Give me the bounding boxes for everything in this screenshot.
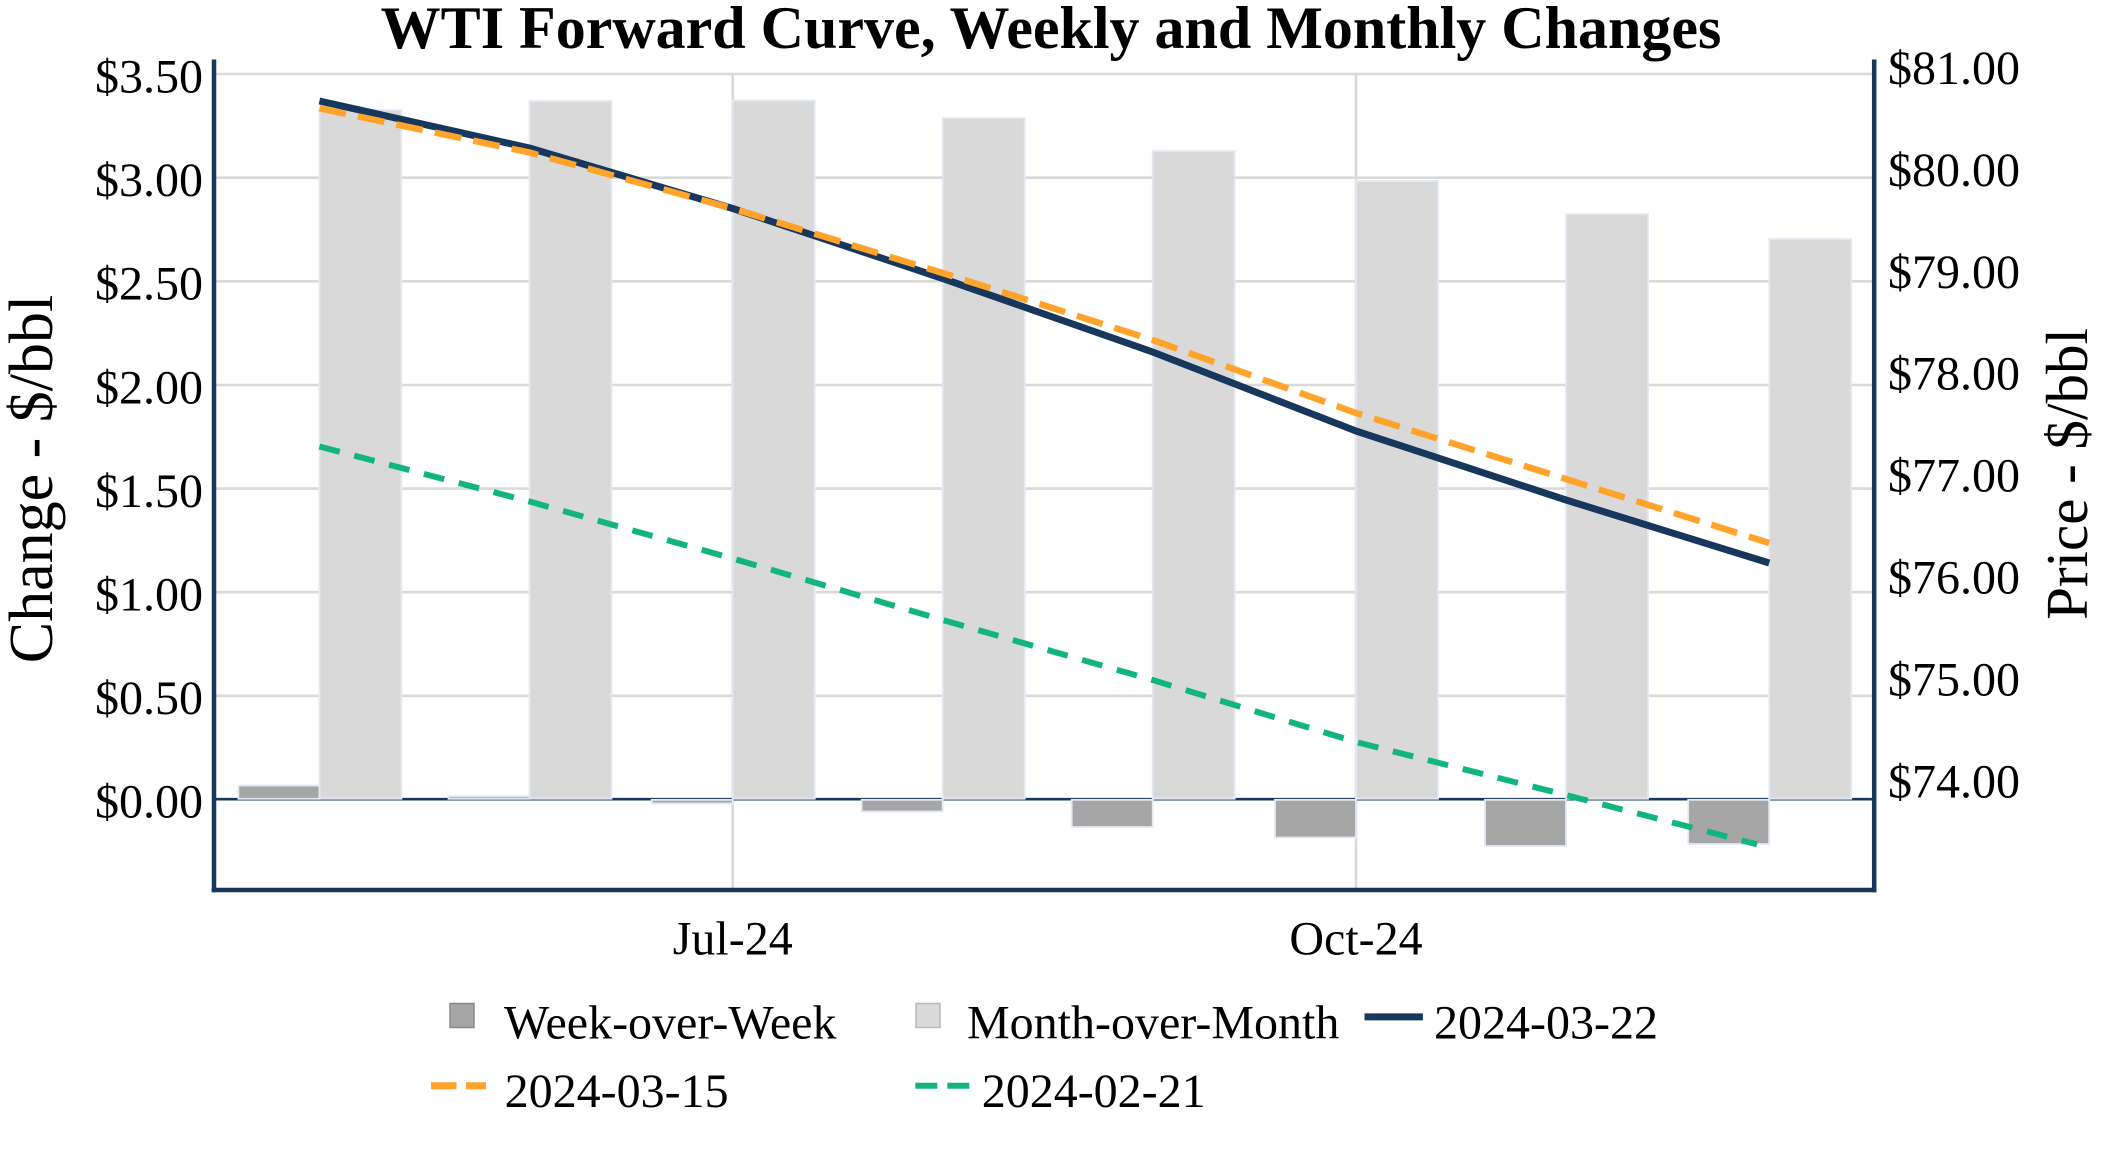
svg-text:Month-over-Month: Month-over-Month	[967, 996, 1339, 1049]
svg-text:Oct-24: Oct-24	[1289, 913, 1422, 966]
svg-text:$81.00: $81.00	[1888, 42, 2020, 95]
svg-text:$76.00: $76.00	[1888, 552, 2020, 605]
svg-text:2024-02-21: 2024-02-21	[982, 1065, 1206, 1118]
svg-text:$77.00: $77.00	[1888, 450, 2020, 503]
svg-text:$78.00: $78.00	[1888, 348, 2020, 401]
svg-text:$0.50: $0.50	[95, 672, 203, 725]
svg-text:$1.00: $1.00	[95, 569, 203, 622]
svg-text:$1.50: $1.50	[95, 465, 203, 518]
svg-text:2024-03-15: 2024-03-15	[505, 1065, 729, 1118]
svg-text:$79.00: $79.00	[1888, 246, 2020, 299]
svg-text:$3.50: $3.50	[95, 50, 203, 103]
svg-text:$75.00: $75.00	[1888, 653, 2020, 706]
svg-text:2024-03-22: 2024-03-22	[1434, 996, 1658, 1049]
svg-text:$80.00: $80.00	[1888, 144, 2020, 197]
svg-text:WTI Forward Curve, Weekly and: WTI Forward Curve, Weekly and Monthly Ch…	[381, 0, 1722, 61]
svg-text:Price - $/bbl: Price - $/bbl	[2034, 328, 2100, 620]
svg-text:Week-over-Week: Week-over-Week	[504, 996, 836, 1049]
svg-text:$2.50: $2.50	[95, 258, 203, 311]
svg-text:Change - $/bbl: Change - $/bbl	[0, 295, 66, 664]
svg-text:Jul-24: Jul-24	[673, 913, 793, 966]
svg-text:$74.00: $74.00	[1888, 755, 2020, 808]
svg-text:$0.00: $0.00	[95, 776, 203, 829]
svg-text:$3.00: $3.00	[95, 154, 203, 207]
svg-text:$2.00: $2.00	[95, 361, 203, 414]
